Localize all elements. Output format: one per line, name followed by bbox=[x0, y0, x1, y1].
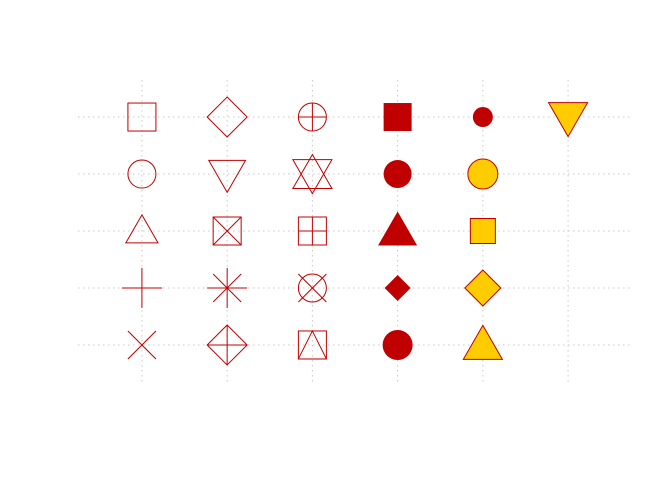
point-asterisk bbox=[207, 267, 248, 308]
point-filled-circle bbox=[383, 160, 412, 189]
point-filled-circle-large bbox=[382, 329, 413, 360]
point-square-triangle bbox=[297, 329, 328, 360]
point-square-cross bbox=[212, 216, 242, 246]
point-open-diamond bbox=[206, 96, 248, 138]
point-open-square bbox=[127, 102, 157, 132]
point-bg-triangle-down bbox=[547, 102, 589, 138]
point-circle-cross bbox=[297, 273, 327, 303]
point-circle-plus bbox=[297, 102, 327, 132]
point-filled-triangle-up bbox=[378, 211, 418, 246]
point-bg-diamond bbox=[464, 269, 502, 307]
point-filled-small-circle bbox=[472, 107, 493, 128]
point-open-triangle-down bbox=[207, 159, 247, 194]
point-bg-square bbox=[469, 218, 496, 244]
point-plus bbox=[121, 267, 162, 308]
point-square-plus bbox=[297, 216, 327, 246]
point-star-of-david bbox=[291, 153, 333, 195]
point-bg-circle bbox=[467, 158, 499, 190]
point-filled-small-diamond bbox=[384, 274, 411, 301]
point-open-triangle-up bbox=[124, 213, 159, 244]
point-filled-square bbox=[383, 103, 412, 132]
point-open-circle bbox=[127, 159, 157, 189]
point-cross bbox=[127, 330, 157, 360]
point-bg-triangle-up bbox=[462, 324, 504, 360]
point-diamond-plus bbox=[206, 324, 248, 366]
marks bbox=[121, 96, 589, 366]
grid bbox=[78, 80, 632, 382]
